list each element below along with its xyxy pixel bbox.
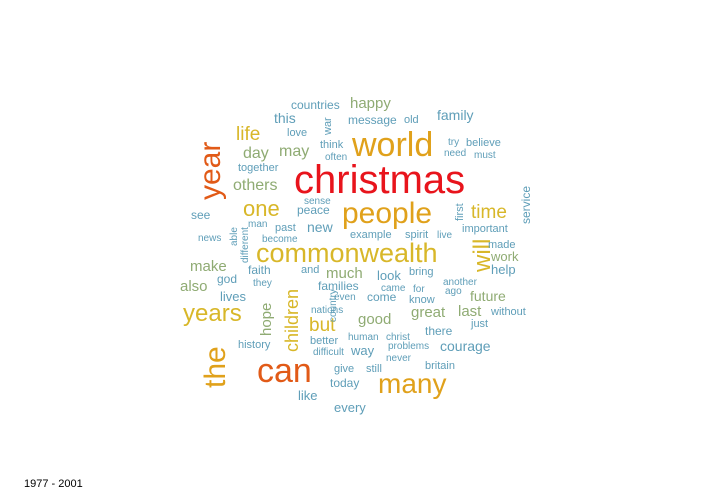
word-live: live [437,230,452,241]
word-see: see [191,208,211,222]
word-future: future [470,288,506,304]
word-different: different [240,227,251,263]
word-there: there [425,324,453,338]
word-spirit: spirit [405,229,428,241]
word-important: important [462,223,508,235]
word-past: past [275,222,296,234]
word-family: family [437,107,474,123]
word-happy: happy [350,95,391,112]
word-children: children [282,289,302,352]
word-example: example [350,229,392,241]
word-courage: courage [440,338,491,354]
word-last: last [458,303,482,320]
word-for: for [413,284,425,295]
word-years: years [183,300,242,327]
word-ago: ago [445,286,462,297]
word-families: families [318,279,359,293]
word-war: war [322,117,334,136]
word-able: able [229,227,240,246]
word-world: world [351,126,433,164]
word-nations: nations [311,305,343,316]
word-much: much [326,265,363,282]
word-message: message [348,113,397,127]
word-peace: peace [297,203,330,217]
word-others: others [233,177,277,194]
word-another: another [443,277,478,288]
word-give: give [334,363,354,375]
word-people: people [342,197,432,230]
word-commonwealth: commonwealth [256,238,438,268]
word-sense: sense [304,196,331,207]
word-faith: faith [248,263,271,277]
date-range-caption: 1977 - 2001 [24,478,83,490]
word-man: man [248,219,267,230]
word-new: new [307,219,334,235]
word-together: together [238,162,279,174]
word-many: many [378,368,446,399]
word-great: great [411,304,446,321]
word-still: still [366,363,382,375]
word-old: old [404,114,419,126]
word-the: the [199,346,232,388]
word-must: must [474,150,496,161]
word-know: know [409,294,435,306]
word-god: god [217,272,237,286]
word-can: can [257,352,312,390]
word-bring: bring [409,266,433,278]
word-year: year [194,142,227,200]
word-life: life [236,124,260,145]
word-difficult: difficult [313,347,344,358]
word-first: first [454,203,466,221]
word-history: history [238,339,271,351]
word-but: but [309,315,336,336]
word-made: made [488,239,516,251]
word-today: today [330,376,359,390]
word-way: way [350,343,375,358]
word-try: try [448,137,459,148]
word-love: love [287,127,307,139]
word-will: will [469,239,496,273]
word-look: look [377,268,401,283]
word-become: become [262,234,298,245]
word-lives: lives [220,289,247,304]
word-news: news [198,233,221,244]
word-service: service [519,186,533,224]
word-time: time [471,202,507,223]
word-day: day [243,145,269,162]
word-without: without [490,306,526,318]
word-problems: problems [388,341,429,352]
word-every: every [334,400,366,415]
word-come: come [367,290,397,304]
word-just: just [470,318,488,330]
word-make: make [190,258,227,275]
word-christmas: christmas [294,158,465,202]
word-good: good [358,311,391,328]
word-like: like [298,388,318,403]
word-human: human [348,332,379,343]
word-work: work [490,249,519,264]
word-countries: countries [291,98,340,112]
word-came: came [381,283,406,294]
word-help: help [491,262,516,277]
word-think: think [320,139,344,151]
word-also: also [180,278,208,295]
word-may: may [279,143,309,160]
word-country: country [328,289,339,322]
word-need: need [444,148,466,159]
word-they: they [253,278,272,289]
word-never: never [386,353,412,364]
word-and: and [301,264,319,276]
word-this: this [274,110,296,126]
word-believe: believe [466,137,501,149]
word-often: often [325,152,347,163]
word-christ: christ [386,332,410,343]
word-hope: hope [258,303,275,336]
word-britain: britain [425,360,455,372]
word-even: even [334,292,356,303]
word-one: one [243,196,280,221]
word-better: better [310,335,338,347]
